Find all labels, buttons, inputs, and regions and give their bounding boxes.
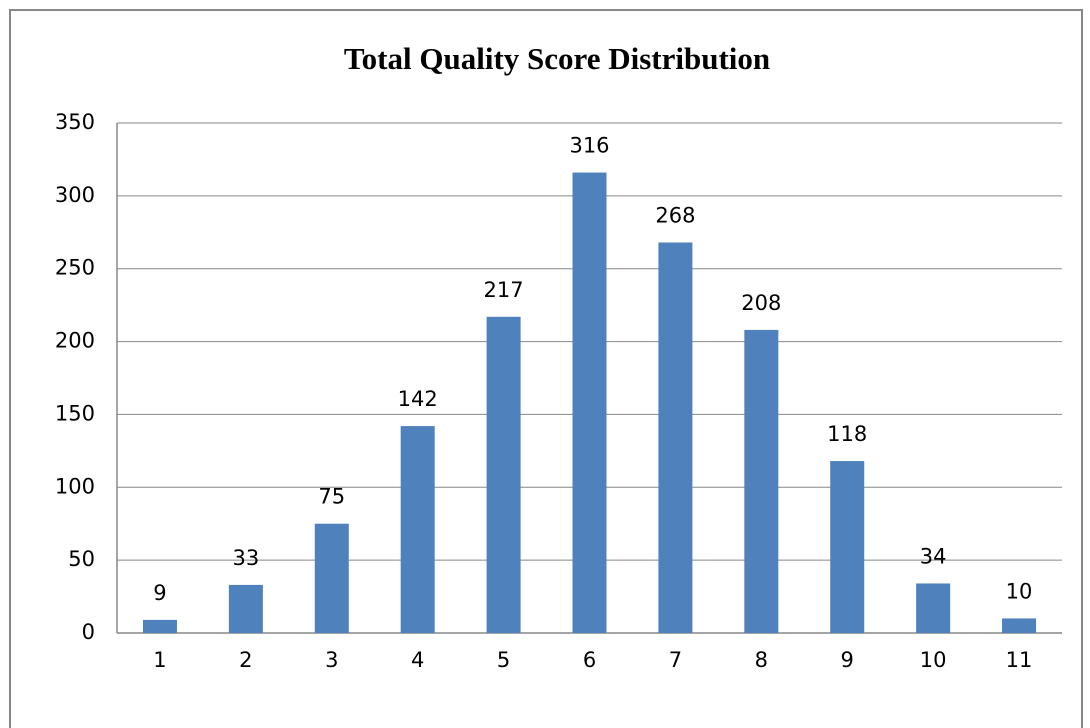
bar [830, 461, 865, 633]
x-tick-label: 10 [920, 648, 947, 672]
bar [486, 316, 521, 633]
x-tick-label: 9 [841, 648, 854, 672]
bar [744, 329, 779, 633]
x-tick-label: 3 [325, 648, 338, 672]
data-label: 316 [569, 134, 609, 158]
data-label: 9 [153, 581, 166, 605]
bar [228, 584, 263, 633]
bar [1002, 618, 1037, 633]
x-tick-label: 7 [669, 648, 682, 672]
chart-border [9, 9, 1083, 728]
x-tick-label: 5 [497, 648, 510, 672]
y-tick-label: 200 [55, 329, 95, 353]
bar [572, 172, 607, 634]
data-label: 75 [318, 485, 345, 509]
data-label: 217 [484, 278, 524, 302]
data-label: 10 [1006, 579, 1033, 603]
data-label: 268 [655, 203, 695, 227]
data-label: 118 [827, 422, 867, 446]
chart-title: Total Quality Score Distribution [344, 41, 770, 76]
y-tick-label: 350 [55, 110, 95, 134]
bar [658, 242, 693, 633]
x-tick-label: 4 [411, 648, 424, 672]
data-label: 33 [232, 546, 259, 570]
y-tick-label: 0 [82, 620, 95, 644]
x-tick-label: 6 [583, 648, 596, 672]
x-tick-label: 8 [755, 648, 768, 672]
data-label: 142 [398, 387, 438, 411]
x-tick-label: 11 [1006, 648, 1033, 672]
x-tick-label: 2 [239, 648, 252, 672]
bar [400, 426, 435, 633]
y-tick-label: 300 [55, 183, 95, 207]
x-tick-label: 1 [153, 648, 166, 672]
data-label: 34 [920, 544, 947, 568]
bar [314, 523, 349, 633]
y-tick-label: 150 [55, 401, 95, 425]
y-tick-label: 250 [55, 256, 95, 280]
y-tick-label: 50 [68, 547, 95, 571]
y-tick-label: 100 [55, 474, 95, 498]
bar [142, 619, 177, 633]
bar [916, 583, 951, 633]
data-label: 208 [741, 291, 781, 315]
